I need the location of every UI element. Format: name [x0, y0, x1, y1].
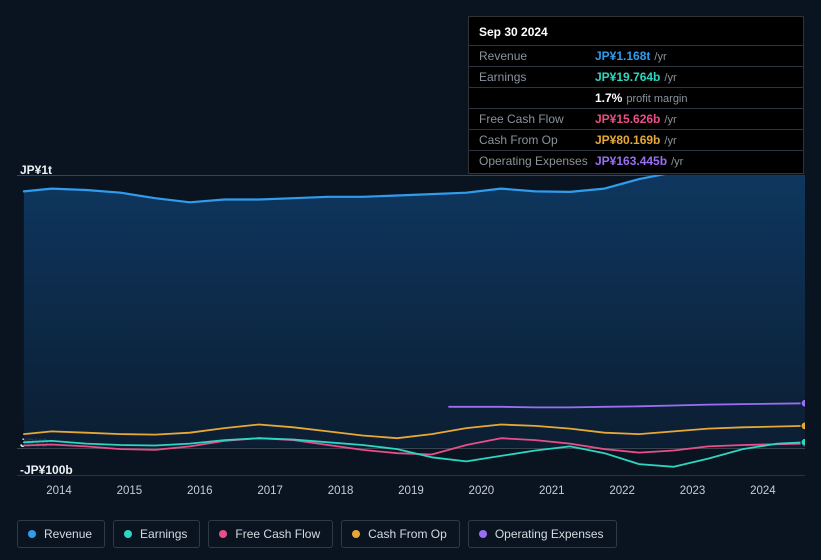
x-axis-tick: 2024: [733, 485, 793, 497]
legend-dot: [124, 530, 132, 538]
cfo-end-marker: [801, 422, 805, 430]
x-axis-tick: 2017: [240, 485, 300, 497]
line-chart[interactable]: [17, 175, 805, 475]
tooltip-row: .1.7%profit margin: [469, 87, 803, 108]
legend-dot: [479, 530, 487, 538]
x-axis-tick: 2014: [29, 485, 89, 497]
tooltip-value: 1.7%: [595, 91, 622, 105]
legend-item[interactable]: Cash From Op: [341, 520, 460, 548]
tooltip-label: Revenue: [479, 49, 595, 63]
legend-item[interactable]: Earnings: [113, 520, 200, 548]
legend-label: Operating Expenses: [495, 527, 604, 541]
tooltip-suffix: /yr: [671, 156, 683, 168]
legend-item[interactable]: Revenue: [17, 520, 105, 548]
tooltip-date: Sep 30 2024: [469, 21, 803, 45]
tooltip-suffix: /yr: [664, 135, 676, 147]
tooltip-row: Cash From OpJP¥80.169b/yr: [469, 129, 803, 150]
legend-item[interactable]: Operating Expenses: [468, 520, 617, 548]
tooltip-row: Free Cash FlowJP¥15.626b/yr: [469, 108, 803, 129]
tooltip-suffix: /yr: [654, 51, 666, 63]
x-axis-tick: 2015: [99, 485, 159, 497]
legend-label: Revenue: [44, 527, 92, 541]
tooltip-suffix: profit margin: [626, 93, 687, 105]
revenue-area: [24, 175, 805, 448]
x-axis-tick: 2020: [451, 485, 511, 497]
legend-label: Free Cash Flow: [235, 527, 320, 541]
x-axis-tick: 2023: [663, 485, 723, 497]
legend-dot: [219, 530, 227, 538]
legend: Revenue Earnings Free Cash Flow Cash From O…: [17, 520, 617, 548]
legend-dot: [28, 530, 36, 538]
tooltip-suffix: /yr: [664, 114, 676, 126]
legend-label: Earnings: [140, 527, 187, 541]
legend-dot: [352, 530, 360, 538]
opex-end-marker: [801, 399, 805, 407]
tooltip-row: RevenueJP¥1.168t/yr: [469, 45, 803, 66]
tooltip-value: JP¥15.626b: [595, 112, 660, 126]
legend-item[interactable]: Free Cash Flow: [208, 520, 333, 548]
tooltip-value: JP¥1.168t: [595, 49, 650, 63]
earnings-end-marker: [801, 438, 805, 446]
tooltip-row: EarningsJP¥19.764b/yr: [469, 66, 803, 87]
x-axis-tick: 2022: [592, 485, 652, 497]
tooltip-label: Operating Expenses: [479, 154, 595, 168]
tooltip-label: Free Cash Flow: [479, 112, 595, 126]
tooltip-label: Earnings: [479, 70, 595, 84]
tooltip-value: JP¥19.764b: [595, 70, 660, 84]
x-axis-tick: 2016: [170, 485, 230, 497]
tooltip-suffix: /yr: [664, 72, 676, 84]
tooltip-value: JP¥80.169b: [595, 133, 660, 147]
x-axis: 2014 2015 2016 2017 2018 2019 2020 2021 2022 2023…: [17, 485, 805, 497]
x-axis-tick: 2019: [381, 485, 441, 497]
x-axis-tick: 2018: [311, 485, 371, 497]
x-axis-tick: 2021: [522, 485, 582, 497]
grid-neg: [17, 475, 805, 476]
tooltip-value: JP¥163.445b: [595, 154, 667, 168]
data-tooltip: Sep 30 2024 RevenueJP¥1.168t/yrEarningsJ…: [468, 16, 804, 174]
legend-label: Cash From Op: [368, 527, 447, 541]
tooltip-label: Cash From Op: [479, 133, 595, 147]
tooltip-row: Operating ExpensesJP¥163.445b/yr: [469, 150, 803, 171]
